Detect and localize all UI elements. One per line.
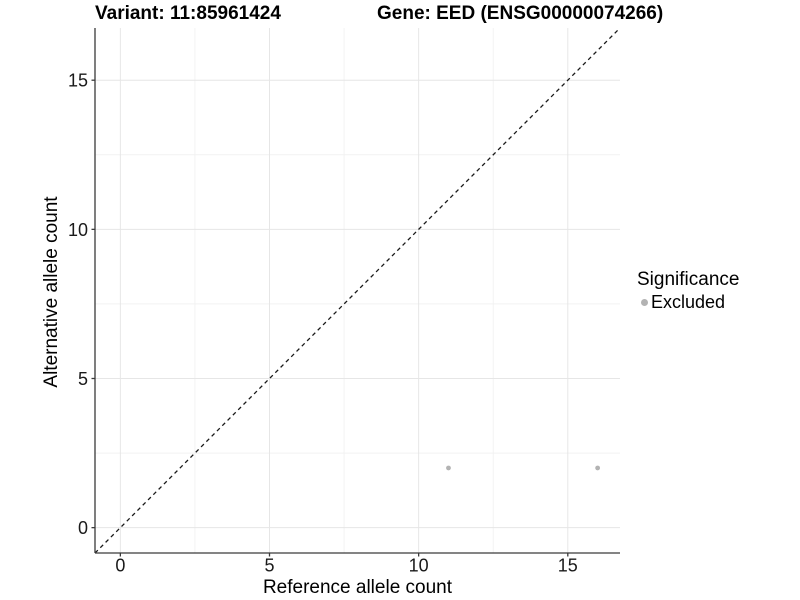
x-tick-label: 0	[115, 556, 125, 576]
legend: Significance Excluded	[637, 269, 739, 313]
x-tick-label: 5	[264, 556, 274, 576]
legend-item-label: Excluded	[651, 292, 726, 312]
legend-marker-dot	[641, 299, 648, 306]
y-tick-label: 0	[78, 518, 88, 538]
data-point	[446, 465, 451, 471]
x-tick-label: 10	[409, 556, 429, 576]
identity-line	[94, 27, 621, 554]
y-tick-label: 15	[68, 71, 88, 91]
legend-item-excluded: Excluded	[641, 292, 739, 313]
y-tick-label: 10	[68, 220, 88, 240]
x-axis-title: Reference allele count	[262, 577, 453, 598]
y-axis-title: Alternative allele count	[41, 196, 62, 388]
plot-title-variant: Variant: 11:85961424	[95, 3, 281, 24]
data-point	[595, 465, 601, 471]
y-tick-label: 5	[78, 369, 88, 389]
plot-title-gene: Gene: EED (ENSG00000074266)	[377, 3, 664, 24]
legend-title: Significance	[637, 269, 740, 290]
x-tick-label: 15	[558, 556, 578, 576]
